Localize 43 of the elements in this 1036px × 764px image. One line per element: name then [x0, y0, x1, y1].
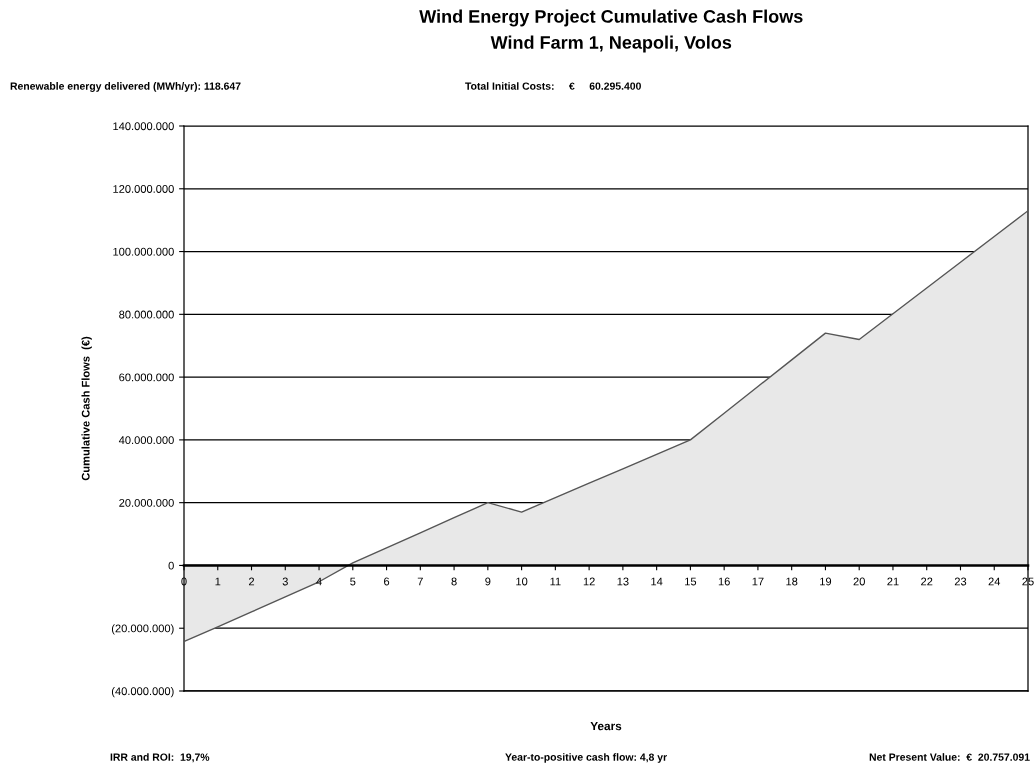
text: IRR and ROI: 19,7%	[110, 753, 210, 763]
x-tick-label: 3	[282, 577, 288, 586]
y-tick-label: (20.000.000)	[111, 624, 174, 635]
y-tick-label: 60.000.000	[119, 373, 174, 382]
x-tick-label: 14	[651, 577, 663, 586]
x-tick-label: 13	[617, 577, 629, 586]
y-tick-label: 80.000.000	[119, 310, 174, 319]
text: Total Initial Costs: € 60.295.400	[465, 82, 641, 90]
text: Net Present Value: € 20.757.091	[869, 753, 1030, 761]
x-tick-label: 1	[215, 577, 221, 586]
x-axis-title: Years	[590, 721, 622, 731]
x-tick-label: 22	[921, 577, 933, 586]
y-tick-label: 140.000.000	[113, 122, 174, 131]
x-tick-label: 6	[384, 577, 390, 586]
x-tick-label: 5	[350, 577, 356, 586]
y-tick-label: (40.000.000)	[111, 686, 174, 698]
x-tick-label: 12	[583, 577, 595, 586]
x-tick-label: 10	[516, 577, 528, 586]
y-tick-label: 100.000.000	[113, 247, 174, 256]
x-tick-label: 15	[685, 577, 697, 586]
y-tick-label: 120.000.000	[113, 185, 174, 193]
x-tick-label: 11	[550, 577, 561, 586]
x-tick-label: 2	[248, 577, 255, 586]
x-tick-label: 7	[417, 577, 423, 586]
x-tick-label: 18	[786, 577, 798, 586]
text: Year-to-positive cash flow: 4,8 yr	[505, 753, 667, 763]
text: Renewable energy delivered (MWh/yr): 118.647	[10, 82, 241, 92]
y-axis-title: Cumulative Cash Flows (€)	[81, 336, 92, 481]
y-tick-label: 0	[168, 561, 174, 570]
x-tick-label: 19	[820, 577, 832, 586]
y-tick-label: 20.000.000	[119, 498, 174, 507]
x-tick-label: 8	[451, 577, 457, 586]
chart-subtitle: Wind Farm 1, Neapoli, Volos	[490, 35, 732, 53]
x-tick-label: 16	[718, 577, 730, 586]
chart-title: Wind Energy Project Cumulative Cash Flows	[419, 9, 803, 27]
x-tick-label: 21	[887, 577, 899, 586]
x-tick-label: 23	[954, 577, 967, 586]
x-tick-label: 20	[853, 577, 865, 586]
y-tick-label: 40.000.000	[118, 436, 174, 445]
x-tick-label: 17	[752, 577, 764, 586]
x-tick-label: 9	[485, 577, 491, 586]
x-tick-label: 24	[988, 577, 1001, 586]
x-tick-label: 4	[316, 577, 322, 586]
